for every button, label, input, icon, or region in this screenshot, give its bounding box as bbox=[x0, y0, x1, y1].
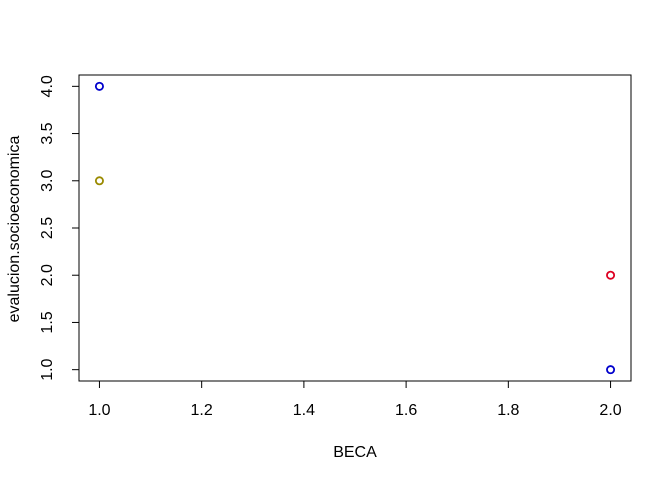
y-tick-label: 2.0 bbox=[39, 264, 56, 286]
data-points bbox=[94, 81, 616, 375]
y-tick-label: 1.0 bbox=[39, 358, 56, 380]
y-tick-label: 1.5 bbox=[39, 311, 56, 333]
x-tick-label: 1.0 bbox=[88, 402, 110, 419]
y-axis-label: evalucion.socioeconomica bbox=[6, 136, 23, 323]
x-tick-label: 1.8 bbox=[497, 402, 519, 419]
plot-area-frame bbox=[78, 74, 632, 382]
y-tick-label: 3.0 bbox=[39, 170, 56, 192]
y-axis: 1.0 1.5 2.0 2.5 3.0 3.5 4.0 bbox=[39, 75, 80, 381]
data-point bbox=[94, 176, 104, 186]
x-tick-label: 1.2 bbox=[191, 402, 213, 419]
data-point bbox=[606, 270, 616, 280]
x-tick-label: 2.0 bbox=[599, 402, 621, 419]
x-tick-label: 1.6 bbox=[395, 402, 417, 419]
x-axis: 1.0 1.2 1.4 1.6 1.8 2.0 bbox=[88, 380, 622, 419]
data-point bbox=[606, 365, 616, 375]
data-point bbox=[94, 81, 104, 91]
y-tick-label: 4.0 bbox=[39, 75, 56, 97]
y-tick-label: 2.5 bbox=[39, 217, 56, 239]
x-tick-label: 1.4 bbox=[293, 402, 315, 419]
x-axis-label: BECA bbox=[333, 444, 377, 461]
y-tick-label: 3.5 bbox=[39, 122, 56, 144]
